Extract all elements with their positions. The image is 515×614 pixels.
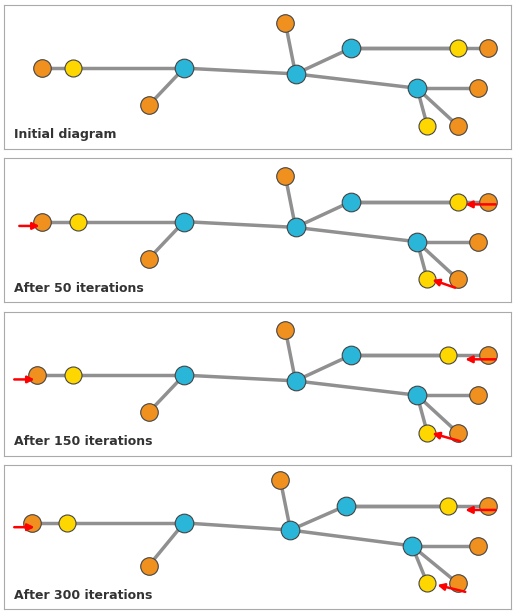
Point (28, 518, 36, 528)
Text: After 150 iterations: After 150 iterations (14, 435, 153, 448)
Point (408, 541, 416, 551)
Point (74, 217, 82, 227)
Point (454, 121, 462, 131)
Point (180, 217, 188, 227)
Point (180, 63, 188, 73)
Point (443, 501, 452, 511)
Point (454, 578, 462, 588)
Point (484, 350, 492, 360)
Point (474, 391, 482, 400)
Point (484, 501, 492, 511)
Point (276, 475, 284, 484)
Point (144, 561, 152, 571)
Point (423, 428, 432, 438)
Point (144, 101, 152, 111)
Point (474, 84, 482, 93)
Point (281, 18, 289, 28)
Point (413, 84, 421, 93)
Point (474, 541, 482, 551)
Point (423, 121, 432, 131)
Point (180, 370, 188, 380)
Point (454, 43, 462, 53)
Point (454, 274, 462, 284)
Point (342, 501, 350, 511)
Point (413, 391, 421, 400)
Point (63, 518, 72, 528)
Point (347, 196, 355, 206)
Point (484, 43, 492, 53)
Point (291, 69, 300, 79)
Point (291, 376, 300, 386)
Point (281, 325, 289, 335)
Point (413, 237, 421, 247)
Point (38, 217, 46, 227)
Point (484, 196, 492, 206)
Point (474, 237, 482, 247)
Text: Initial diagram: Initial diagram (14, 128, 117, 141)
Point (281, 171, 289, 181)
Point (38, 63, 46, 73)
Point (347, 350, 355, 360)
Point (180, 518, 188, 528)
Point (68, 370, 77, 380)
Point (144, 254, 152, 264)
Point (443, 350, 452, 360)
Point (423, 274, 432, 284)
Point (454, 428, 462, 438)
Point (291, 222, 300, 232)
Point (286, 525, 295, 535)
Point (144, 408, 152, 418)
Point (33, 370, 41, 380)
Text: After 50 iterations: After 50 iterations (14, 282, 144, 295)
Point (347, 43, 355, 53)
Point (423, 578, 432, 588)
Point (454, 196, 462, 206)
Text: After 300 iterations: After 300 iterations (14, 589, 152, 602)
Point (68, 63, 77, 73)
